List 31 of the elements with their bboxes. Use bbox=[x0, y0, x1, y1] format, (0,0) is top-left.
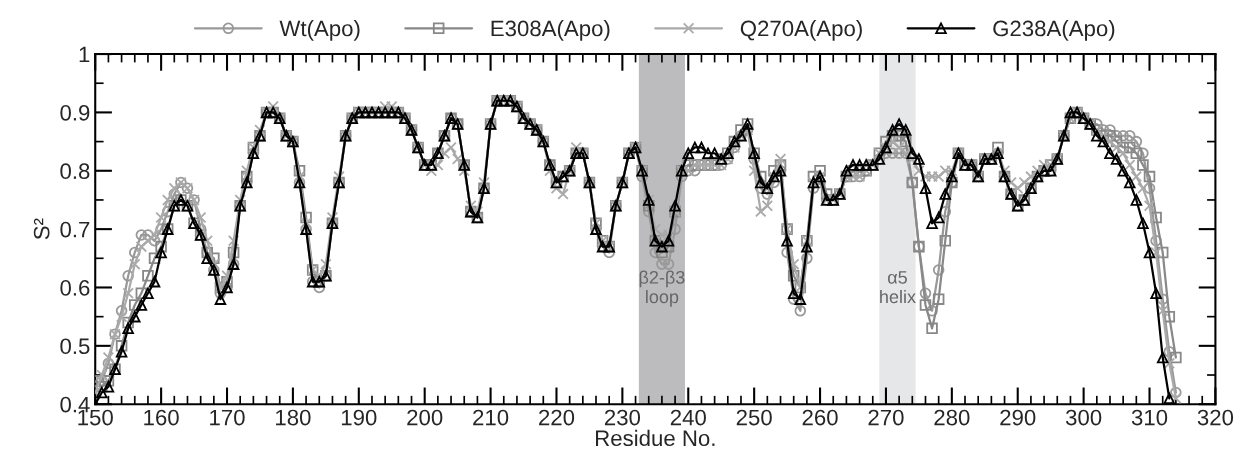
x-tick-label: 180 bbox=[276, 409, 311, 426]
x-tick-label: 190 bbox=[341, 409, 377, 426]
legend-label: Q270A(Apo) bbox=[740, 20, 862, 41]
x-tick-label: 320 bbox=[1197, 409, 1234, 426]
x-tick-label: 230 bbox=[604, 409, 641, 426]
band-label: β2-β3 loop bbox=[639, 270, 685, 307]
legend-label: Wt(Apo) bbox=[279, 20, 360, 41]
x-tick-label: 220 bbox=[539, 409, 575, 426]
legend-label: G238A(Apo) bbox=[993, 20, 1115, 41]
y-tick-label: 0.6 bbox=[60, 280, 90, 296]
x-tick-label: 270 bbox=[868, 409, 904, 426]
y-tick-label: 0.9 bbox=[60, 104, 90, 121]
x-tick-label: 160 bbox=[144, 409, 179, 426]
x-tick-label: 210 bbox=[473, 409, 509, 426]
y-tick-label: 0.8 bbox=[60, 163, 90, 180]
x-tick-label: 290 bbox=[1000, 409, 1036, 426]
x-tick-label: 170 bbox=[210, 409, 245, 426]
x-tick-label: 240 bbox=[670, 409, 706, 426]
x-tick-label: 200 bbox=[407, 409, 443, 426]
x-tick-label: 250 bbox=[736, 409, 772, 426]
y-tick-label: 0.5 bbox=[60, 338, 90, 355]
x-tick-label: 280 bbox=[934, 409, 970, 426]
legend-label: E308A(Apo) bbox=[491, 20, 610, 41]
x-tick-label: 260 bbox=[802, 409, 838, 426]
y-tick-label: 0.7 bbox=[60, 221, 90, 238]
x-tick-label: 310 bbox=[1131, 409, 1168, 426]
x-tick-label: 300 bbox=[1065, 409, 1102, 426]
y-axis-title: S² bbox=[33, 218, 50, 240]
x-axis-title: Residue No. bbox=[596, 429, 715, 447]
y-tick-label: 1 bbox=[79, 46, 90, 63]
band-label: α5 helix bbox=[880, 271, 916, 304]
